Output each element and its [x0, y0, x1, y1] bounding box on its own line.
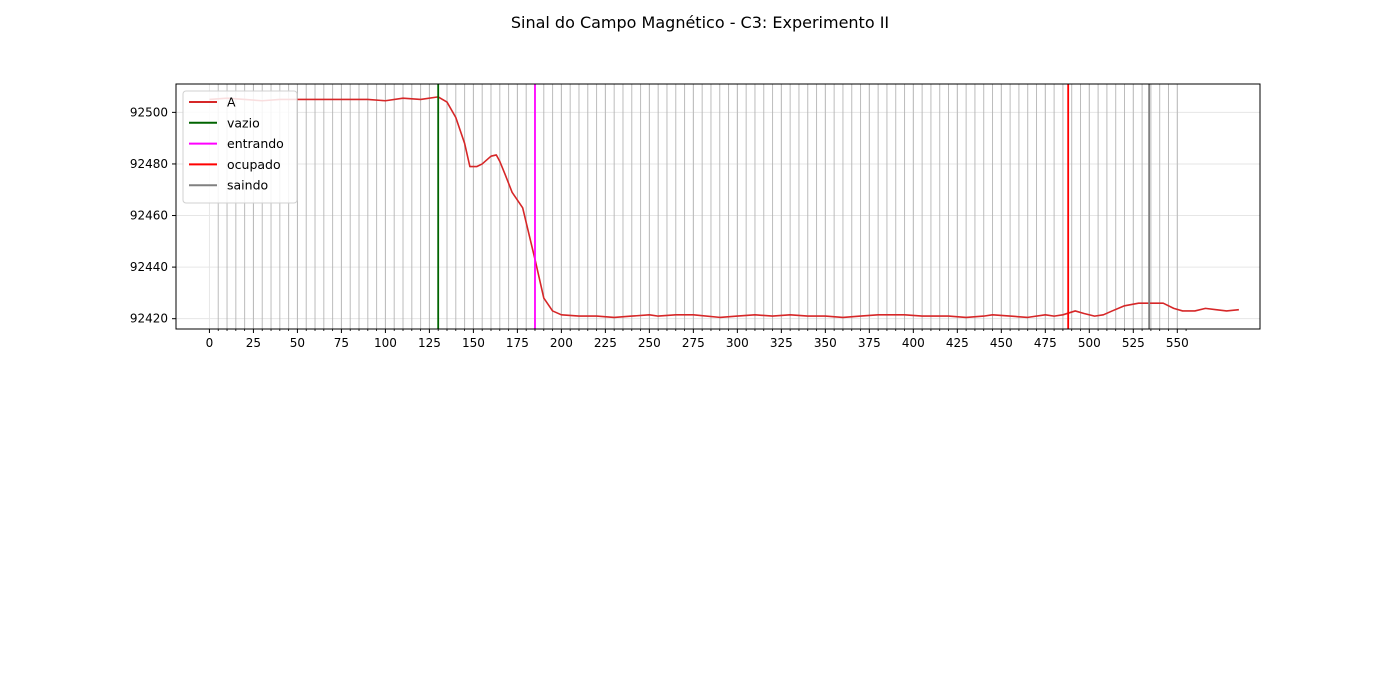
series-line-A	[209, 96, 1239, 319]
x-tick-label: 50	[290, 336, 305, 350]
x-tick-label: 25	[246, 336, 261, 350]
x-tick-label: 525	[1122, 336, 1145, 350]
x-tick-label: 350	[814, 336, 837, 350]
x-tick-label: 150	[462, 336, 485, 350]
x-tick-label: 250	[638, 336, 661, 350]
x-tick-label: 200	[550, 336, 573, 350]
x-tick-label: 175	[506, 336, 529, 350]
x-tick-label: 275	[682, 336, 705, 350]
plot-area	[176, 84, 1260, 329]
x-tick-label: 100	[374, 336, 397, 350]
x-tick-label: 425	[946, 336, 969, 350]
x-tick-label: 500	[1078, 336, 1101, 350]
x-tick-label: 450	[990, 336, 1013, 350]
x-tick-label: 75	[334, 336, 349, 350]
y-tick-label: 92500	[130, 105, 168, 119]
y-tick-label: 92440	[130, 260, 168, 274]
y-tick-label: 92420	[130, 312, 168, 326]
y-tick-label: 92480	[130, 157, 168, 171]
legend-label: A	[227, 95, 236, 110]
chart-panel: 0 25 50 75 100 125 150 175 200 225 250 275 300 325 350…	[130, 83, 1261, 350]
legend-label: saindo	[227, 178, 268, 193]
x-tick-label: 325	[770, 336, 793, 350]
legend-label: entrando	[227, 136, 284, 151]
x-tick-label: 0	[206, 336, 214, 350]
legend-box	[182, 90, 298, 204]
x-tick-label: 300	[726, 336, 749, 350]
y-tick-label: 92460	[130, 209, 168, 223]
x-tick-label: 475	[1034, 336, 1057, 350]
legend-label: ocupado	[227, 157, 281, 172]
x-tick-label: 375	[858, 336, 881, 350]
x-tick-label: 400	[902, 336, 925, 350]
figure-title: Sinal do Campo Magnético - C3: Experimen…	[511, 13, 889, 32]
x-tick-label: 125	[418, 336, 441, 350]
x-tick-label: 550	[1166, 336, 1189, 350]
x-tick-label: 225	[594, 336, 617, 350]
legend-label: vazio	[227, 115, 260, 130]
axes-frame	[175, 83, 1261, 330]
